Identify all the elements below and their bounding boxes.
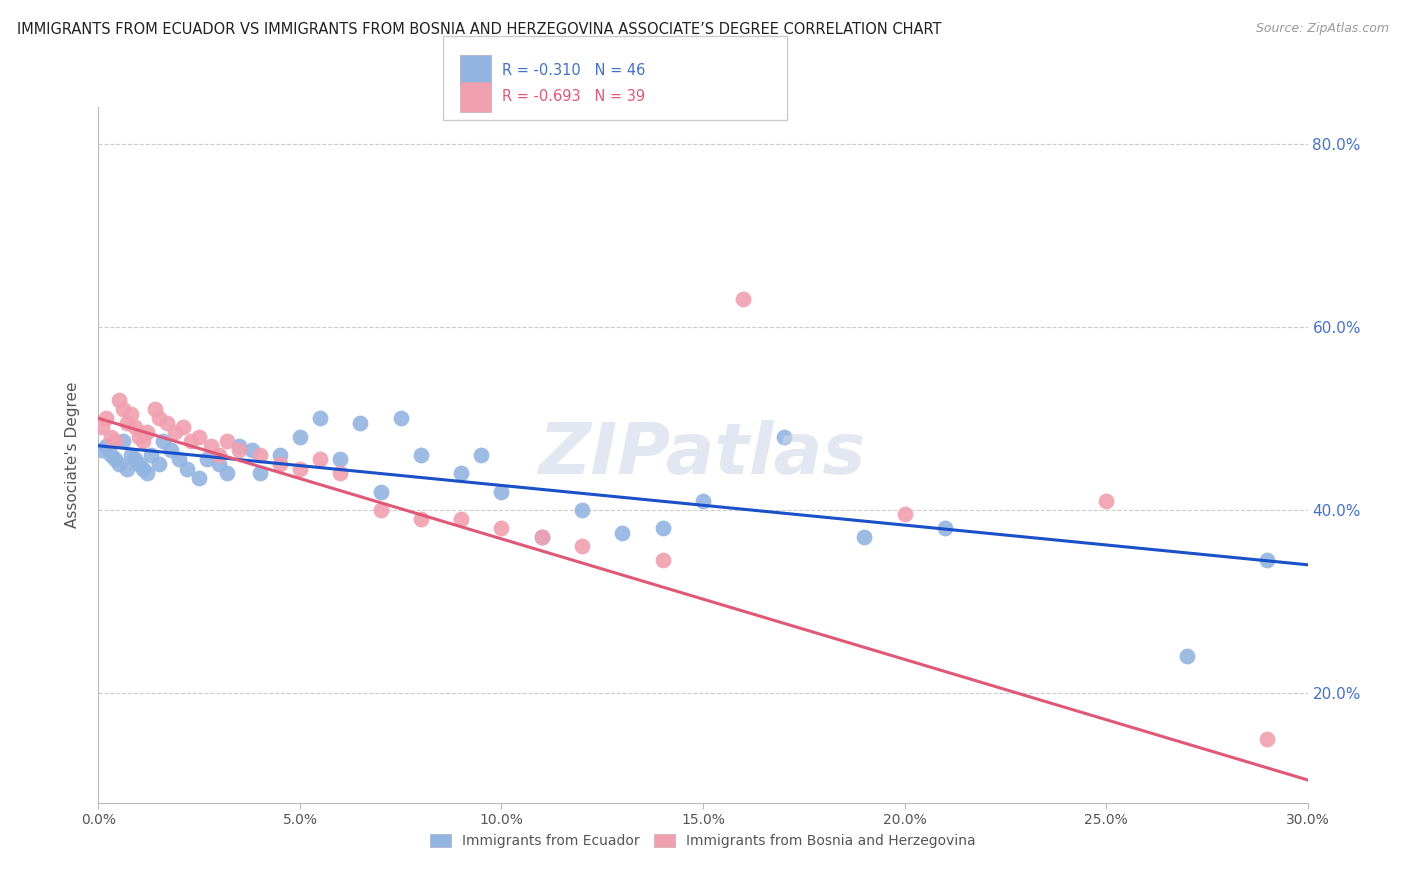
Point [692,493,714,508]
Point [156,416,179,430]
Point [288,461,311,475]
Point [135,425,157,439]
Point [450,512,472,526]
Point [167,452,190,467]
Point [389,411,412,425]
Point [107,457,129,471]
Point [148,411,170,425]
Point [115,461,138,475]
Point [135,467,157,481]
Point [853,530,876,544]
Legend: Immigrants from Ecuador, Immigrants from Bosnia and Herzegovina: Immigrants from Ecuador, Immigrants from… [423,827,983,855]
Point [329,452,352,467]
Point [249,448,271,462]
Point [100,448,122,462]
Text: R = -0.310   N = 46: R = -0.310 N = 46 [502,62,645,78]
Point [217,434,239,449]
Point [1256,731,1278,746]
Point [124,420,146,434]
Point [188,429,211,443]
Point [309,411,332,425]
Point [571,503,593,517]
Point [208,457,231,471]
Point [491,484,513,499]
Y-axis label: Associate's Degree: Associate's Degree [65,382,80,528]
Point [651,553,673,567]
Point [120,407,142,421]
Point [240,443,263,458]
Point [269,448,291,462]
Point [651,521,673,535]
Point [148,457,170,471]
Point [91,443,114,458]
Point [96,411,118,425]
Point [96,439,118,453]
Point [180,434,202,449]
Point [115,416,138,430]
Point [409,512,432,526]
Point [228,439,250,453]
Point [91,420,114,434]
Point [571,540,593,554]
Point [111,434,134,449]
Point [309,452,332,467]
Point [139,448,162,462]
Point [111,402,134,417]
Point [470,448,492,462]
Point [249,467,271,481]
Point [1175,649,1198,664]
Point [163,425,186,439]
Point [132,434,155,449]
Point [288,429,311,443]
Text: R = -0.693   N = 39: R = -0.693 N = 39 [502,89,645,104]
Point [188,471,211,485]
Point [132,461,155,475]
Point [612,525,634,540]
Point [450,467,472,481]
Point [349,416,371,430]
Point [195,452,218,467]
Text: ZIPatlas: ZIPatlas [540,420,866,490]
Point [200,439,222,453]
Text: Source: ZipAtlas.com: Source: ZipAtlas.com [1256,22,1389,36]
Point [733,293,755,307]
Point [128,457,150,471]
Point [530,530,553,544]
Point [370,503,392,517]
Point [103,452,125,467]
Point [100,429,122,443]
Point [160,443,183,458]
Point [772,429,794,443]
Point [1256,553,1278,567]
Text: IMMIGRANTS FROM ECUADOR VS IMMIGRANTS FROM BOSNIA AND HERZEGOVINA ASSOCIATE’S DE: IMMIGRANTS FROM ECUADOR VS IMMIGRANTS FR… [17,22,942,37]
Point [208,448,231,462]
Point [107,392,129,407]
Point [893,508,915,522]
Point [409,448,432,462]
Point [152,434,174,449]
Point [269,457,291,471]
Point [103,434,125,449]
Point [491,521,513,535]
Point [128,429,150,443]
Point [1095,493,1118,508]
Point [143,402,166,417]
Point [124,452,146,467]
Point [934,521,956,535]
Point [370,484,392,499]
Point [120,448,142,462]
Point [530,530,553,544]
Point [172,420,194,434]
Point [228,443,250,458]
Point [176,461,198,475]
Point [217,467,239,481]
Point [329,467,352,481]
